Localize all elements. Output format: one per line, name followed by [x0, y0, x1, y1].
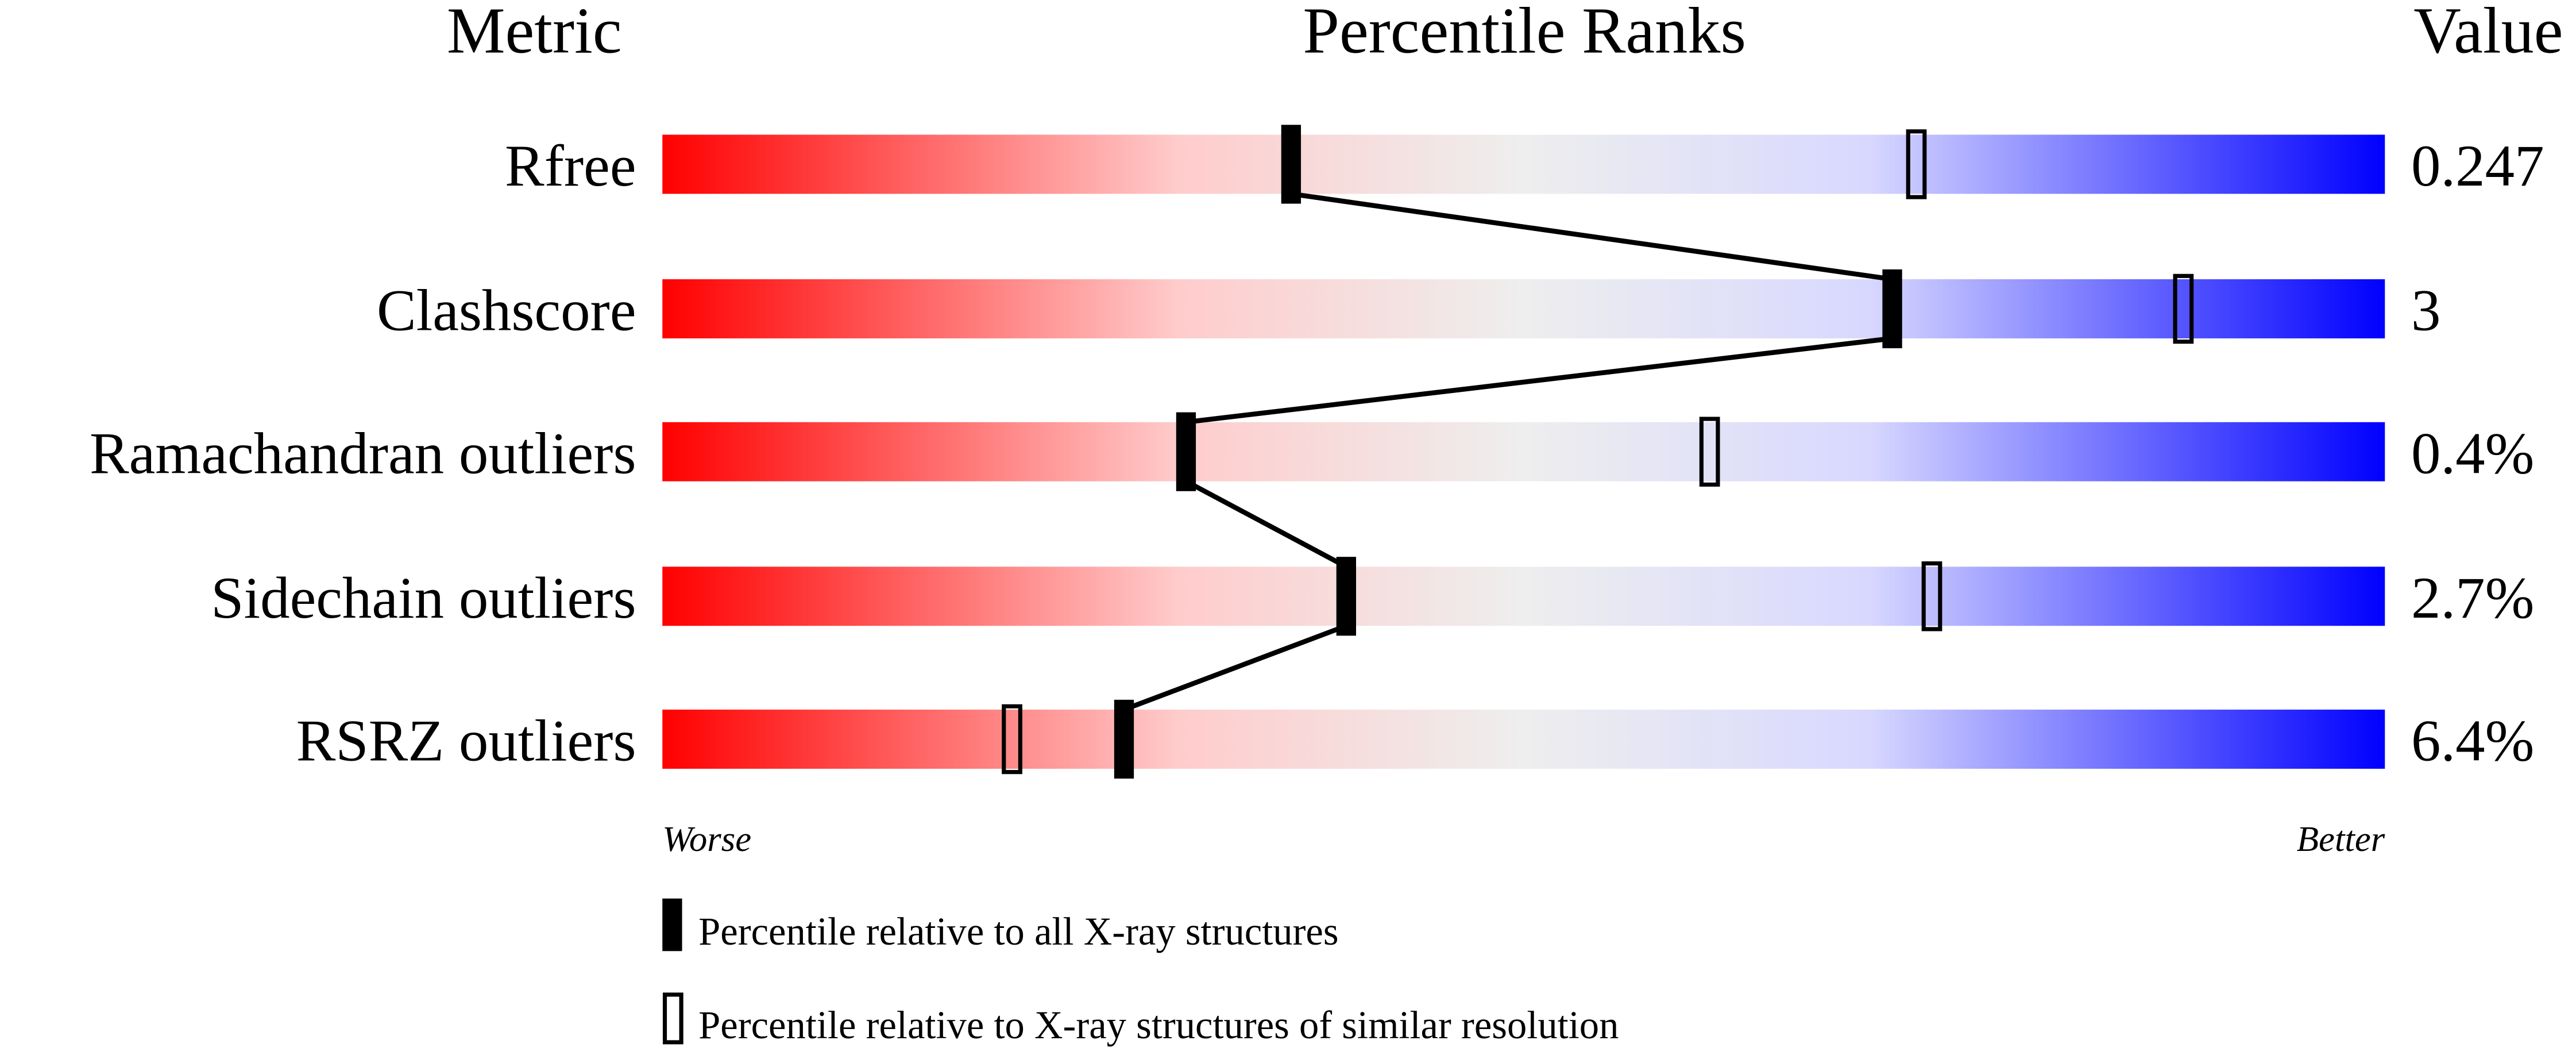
all-structures-marker — [1882, 269, 1902, 349]
metric-label: Rfree — [505, 133, 636, 199]
similar-resolution-marker — [1002, 704, 1022, 775]
metric-label: Ramachandran outliers — [90, 421, 636, 486]
all-structures-marker — [1281, 125, 1301, 204]
header-metric: Metric — [447, 0, 622, 67]
worse-label: Worse — [662, 819, 751, 859]
header-value: Value — [2413, 0, 2563, 67]
metric-value: 0.247 — [2411, 133, 2544, 199]
legend-filled-marker — [662, 898, 682, 951]
metric-value: 2.7% — [2411, 565, 2534, 631]
better-label: Better — [2297, 819, 2385, 859]
metric-label: Clashscore — [377, 278, 636, 344]
similar-resolution-marker — [2173, 273, 2194, 344]
similar-resolution-marker — [1921, 561, 1942, 631]
connector-line — [1185, 336, 1893, 425]
all-structures-marker — [1336, 557, 1357, 636]
metric-label: RSRZ outliers — [296, 708, 636, 774]
all-structures-marker — [1114, 699, 1134, 779]
connector-line — [1123, 623, 1347, 712]
metric-label: Sidechain outliers — [211, 565, 636, 631]
metric-value: 0.4% — [2411, 421, 2534, 486]
metric-bar — [662, 422, 2385, 481]
header-percentile-ranks: Percentile Ranks — [1303, 0, 1746, 67]
metric-value: 3 — [2411, 278, 2440, 344]
metric-bar — [662, 710, 2385, 769]
metric-bar — [662, 567, 2385, 626]
metric-value: 6.4% — [2411, 708, 2534, 774]
metric-bar — [662, 134, 2385, 194]
legend-similar-label: Percentile relative to X-ray structures … — [698, 1003, 1619, 1047]
connector-line — [1291, 191, 1893, 282]
similar-resolution-marker — [1906, 129, 1927, 199]
metric-bar — [662, 279, 2385, 338]
connector-line — [1184, 479, 1347, 569]
similar-resolution-marker — [1699, 417, 1720, 487]
legend-all-label: Percentile relative to all X-ray structu… — [698, 910, 1338, 953]
legend-open-marker — [662, 992, 683, 1045]
all-structures-marker — [1176, 412, 1196, 491]
